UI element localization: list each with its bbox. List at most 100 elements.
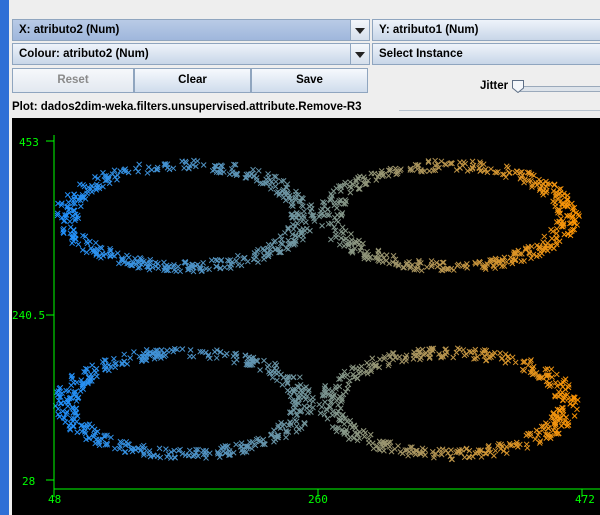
data-point[interactable] (547, 435, 554, 442)
data-point[interactable] (342, 227, 349, 234)
data-point[interactable] (400, 264, 407, 271)
data-point[interactable] (335, 401, 341, 408)
data-point[interactable] (553, 226, 560, 232)
data-point[interactable] (154, 164, 161, 171)
data-point[interactable] (550, 188, 557, 194)
data-point[interactable] (289, 211, 295, 218)
data-point[interactable] (277, 240, 284, 247)
data-point[interactable] (155, 265, 162, 272)
data-point[interactable] (57, 384, 64, 391)
data-point[interactable] (267, 250, 274, 256)
data-point[interactable] (495, 168, 501, 175)
data-point[interactable] (56, 397, 62, 404)
data-point[interactable] (560, 223, 566, 230)
data-point[interactable] (271, 173, 278, 180)
data-point[interactable] (257, 367, 263, 373)
data-point[interactable] (94, 249, 101, 256)
data-point[interactable] (442, 346, 449, 353)
data-point[interactable] (154, 352, 161, 358)
data-point[interactable] (298, 231, 305, 237)
data-point[interactable] (521, 179, 527, 186)
data-point[interactable] (217, 349, 224, 355)
data-point[interactable] (235, 262, 242, 268)
data-point[interactable] (284, 380, 291, 387)
data-point[interactable] (306, 403, 313, 410)
data-point[interactable] (70, 423, 77, 430)
data-point[interactable] (568, 396, 575, 403)
data-point[interactable] (213, 263, 220, 270)
data-point[interactable] (181, 165, 187, 171)
data-point[interactable] (554, 413, 560, 420)
data-point[interactable] (337, 188, 344, 194)
data-point[interactable] (300, 212, 307, 219)
data-point[interactable] (420, 351, 427, 358)
data-point[interactable] (233, 441, 239, 448)
data-point[interactable] (65, 399, 71, 406)
data-point[interactable] (226, 264, 233, 270)
data-point[interactable] (459, 446, 465, 453)
data-point[interactable] (77, 194, 83, 200)
data-point[interactable] (563, 414, 570, 421)
data-point[interactable] (255, 167, 262, 174)
data-point[interactable] (78, 422, 85, 428)
data-point[interactable] (422, 452, 428, 459)
data-point[interactable] (136, 161, 143, 168)
data-point[interactable] (477, 159, 483, 165)
data-point[interactable] (550, 198, 556, 205)
data-point[interactable] (317, 410, 324, 417)
data-point[interactable] (536, 243, 543, 250)
data-point[interactable] (551, 181, 558, 188)
data-point[interactable] (162, 265, 168, 271)
data-point[interactable] (187, 347, 194, 353)
data-point[interactable] (112, 174, 118, 180)
data-point[interactable] (341, 372, 348, 379)
data-point[interactable] (363, 181, 370, 187)
data-point[interactable] (100, 169, 106, 176)
data-point[interactable] (144, 170, 151, 176)
data-point[interactable] (276, 190, 283, 196)
data-point[interactable] (260, 436, 267, 443)
data-point[interactable] (521, 359, 528, 365)
data-point[interactable] (186, 452, 192, 459)
data-point[interactable] (326, 212, 333, 218)
data-point[interactable] (293, 423, 300, 430)
data-point[interactable] (559, 404, 565, 411)
data-point[interactable] (393, 261, 399, 268)
data-point[interactable] (530, 363, 537, 370)
data-point[interactable] (111, 167, 118, 174)
data-point[interactable] (108, 434, 114, 441)
data-point[interactable] (69, 240, 75, 247)
data-point[interactable] (69, 372, 75, 379)
data-point[interactable] (234, 252, 241, 259)
data-point[interactable] (297, 374, 303, 381)
data-point[interactable] (285, 422, 292, 429)
data-point[interactable] (529, 184, 535, 190)
data-point[interactable] (401, 264, 407, 271)
data-point[interactable] (83, 421, 90, 428)
data-point[interactable] (301, 214, 307, 221)
data-point[interactable] (141, 445, 148, 452)
data-point[interactable] (482, 266, 489, 272)
data-point[interactable] (252, 442, 259, 449)
data-point[interactable] (344, 385, 351, 392)
data-point[interactable] (477, 259, 483, 266)
data-point[interactable] (472, 261, 479, 267)
data-point[interactable] (197, 264, 203, 270)
data-point[interactable] (208, 257, 215, 264)
data-point[interactable] (162, 161, 169, 167)
data-point[interactable] (297, 381, 304, 388)
data-point[interactable] (283, 428, 289, 434)
data-point[interactable] (283, 434, 289, 441)
colour-select[interactable]: Colour: atributo2 (Num) (12, 43, 370, 65)
data-point[interactable] (220, 445, 227, 451)
data-point[interactable] (492, 447, 499, 454)
data-point[interactable] (221, 352, 228, 359)
data-point[interactable] (135, 168, 142, 175)
data-point[interactable] (290, 402, 297, 409)
data-point[interactable] (528, 171, 535, 178)
data-point[interactable] (449, 456, 455, 463)
data-point[interactable] (348, 231, 354, 237)
data-point[interactable] (292, 223, 299, 229)
data-point[interactable] (148, 166, 155, 173)
data-point[interactable] (557, 185, 564, 192)
